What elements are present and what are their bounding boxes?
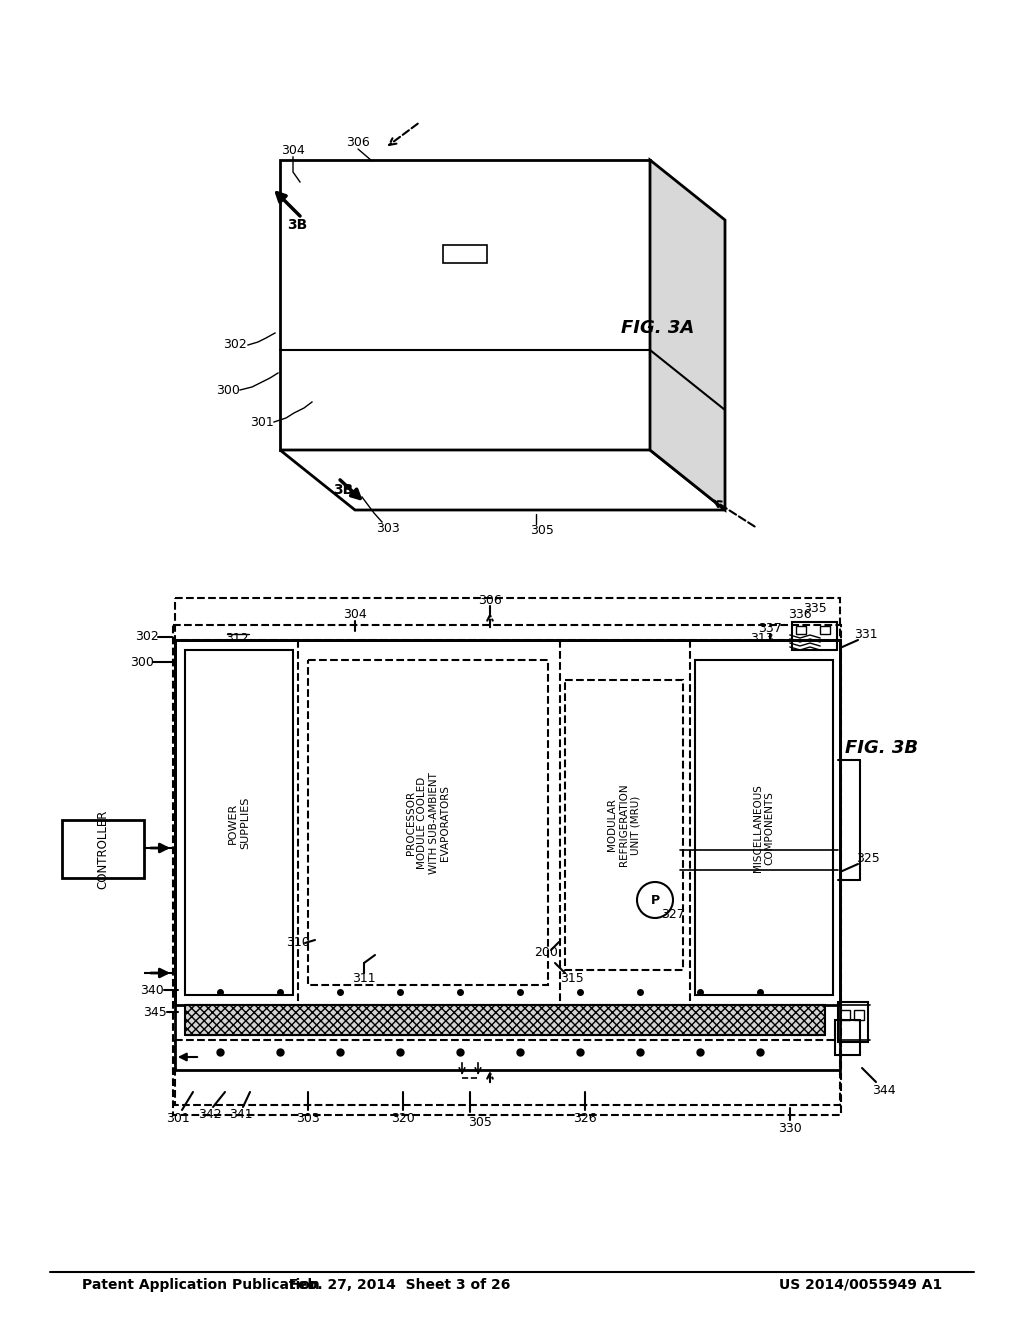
Bar — [792, 622, 837, 649]
Bar — [175, 640, 840, 1005]
Text: 312: 312 — [225, 631, 249, 644]
Text: 3B: 3B — [287, 218, 307, 232]
Text: MODULAR
REFRIGERATION
UNIT (MRU): MODULAR REFRIGERATION UNIT (MRU) — [607, 784, 641, 866]
Text: 342: 342 — [199, 1109, 222, 1122]
Bar — [820, 626, 830, 634]
Text: 315: 315 — [560, 972, 584, 985]
Bar — [854, 1010, 864, 1020]
Text: Patent Application Publication: Patent Application Publication — [82, 1278, 319, 1292]
Text: FIG. 3B: FIG. 3B — [846, 739, 919, 756]
Bar — [695, 660, 833, 995]
Text: 302: 302 — [223, 338, 247, 351]
Bar — [175, 640, 840, 1071]
Text: 305: 305 — [530, 524, 554, 536]
Text: 300: 300 — [130, 656, 154, 668]
Text: Feb. 27, 2014  Sheet 3 of 26: Feb. 27, 2014 Sheet 3 of 26 — [290, 1278, 511, 1292]
Text: 345: 345 — [143, 1006, 167, 1019]
Bar — [185, 1005, 825, 1035]
Text: 330: 330 — [778, 1122, 802, 1134]
Bar — [175, 598, 840, 640]
Polygon shape — [280, 450, 725, 510]
Text: 200: 200 — [535, 946, 558, 960]
Bar — [185, 649, 293, 995]
Bar — [565, 680, 683, 970]
Bar — [62, 820, 144, 878]
Text: 331: 331 — [854, 628, 878, 642]
Text: 304: 304 — [343, 609, 367, 622]
Text: 303: 303 — [296, 1111, 319, 1125]
Text: FIG. 3A: FIG. 3A — [622, 319, 694, 337]
Bar — [280, 160, 650, 450]
Bar — [308, 660, 548, 985]
Bar — [796, 626, 806, 634]
Text: 306: 306 — [346, 136, 370, 149]
Text: 325: 325 — [856, 851, 880, 865]
Text: 327: 327 — [662, 908, 685, 920]
Text: 326: 326 — [573, 1111, 597, 1125]
Text: 336: 336 — [788, 607, 812, 620]
Text: 306: 306 — [478, 594, 502, 606]
Bar — [443, 246, 487, 263]
Text: POWER
SUPPLIES: POWER SUPPLIES — [228, 797, 250, 849]
Text: 301: 301 — [166, 1111, 189, 1125]
Text: 340: 340 — [140, 983, 164, 997]
Text: 310: 310 — [286, 936, 310, 949]
Text: CONTROLLER: CONTROLLER — [96, 809, 110, 888]
Text: 301: 301 — [250, 416, 273, 429]
Text: 305: 305 — [468, 1115, 492, 1129]
Bar — [840, 1010, 850, 1020]
Bar — [838, 1002, 868, 1041]
Text: 302: 302 — [135, 631, 159, 644]
Polygon shape — [650, 160, 725, 510]
Bar — [173, 624, 841, 1115]
Text: 303: 303 — [376, 521, 400, 535]
Text: 344: 344 — [872, 1084, 896, 1097]
Bar — [175, 1040, 840, 1105]
Text: 304: 304 — [282, 144, 305, 157]
Text: 313: 313 — [751, 631, 774, 644]
Text: 300: 300 — [216, 384, 240, 396]
Bar — [835, 1020, 860, 1055]
Text: 3B: 3B — [333, 483, 353, 498]
Text: 320: 320 — [391, 1111, 415, 1125]
Text: 311: 311 — [352, 972, 376, 985]
Text: 341: 341 — [229, 1109, 253, 1122]
Text: US 2014/0055949 A1: US 2014/0055949 A1 — [778, 1278, 942, 1292]
Text: 335: 335 — [803, 602, 826, 615]
Text: PROCESSOR
MODULE COOLED
WITH SUB-AMBIENT
EVAPORATORS: PROCESSOR MODULE COOLED WITH SUB-AMBIENT… — [406, 772, 451, 874]
Text: P: P — [650, 894, 659, 907]
Text: 337: 337 — [758, 622, 782, 635]
Text: MISCELLANEOUS
COMPONENTS: MISCELLANEOUS COMPONENTS — [754, 784, 775, 873]
